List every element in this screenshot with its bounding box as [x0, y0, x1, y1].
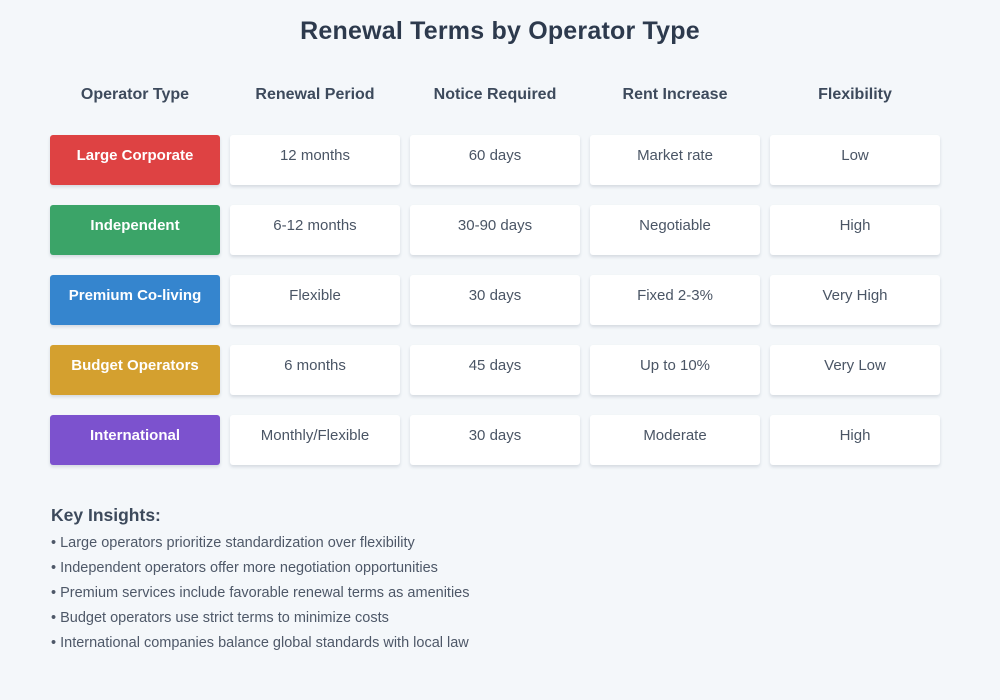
table-cell-rent-increase: Moderate: [590, 415, 760, 465]
table-cell-renewal-period: 12 months: [230, 135, 400, 185]
column-header-rent-increase: Rent Increase: [622, 86, 728, 103]
table-cell-notice-required: 30 days: [410, 275, 580, 325]
insight-item: • International companies balance global…: [51, 635, 469, 651]
table-header-row: Operator Type Renewal Period Notice Requ…: [50, 85, 940, 105]
table-cell-flexibility: Very High: [770, 275, 940, 325]
insight-item: • Premium services include favorable ren…: [51, 585, 470, 601]
column-header-flexibility: Flexibility: [818, 86, 892, 103]
table-cell-flexibility: Low: [770, 135, 940, 185]
table-cell-notice-required: 30 days: [410, 415, 580, 465]
table-cell-notice-required: 60 days: [410, 135, 580, 185]
operator-badge-large-corporate: Large Corporate: [50, 135, 220, 185]
table-cell-rent-increase: Market rate: [590, 135, 760, 185]
table-cell-renewal-period: 6-12 months: [230, 205, 400, 255]
table-cell-notice-required: 30-90 days: [410, 205, 580, 255]
column-header-notice-required: Notice Required: [433, 86, 557, 103]
insights-heading: Key Insights:: [51, 505, 161, 525]
table-cell-rent-increase: Fixed 2-3%: [590, 275, 760, 325]
table-cell-rent-increase: Up to 10%: [590, 345, 760, 395]
operator-badge-premium-co-living: Premium Co-living: [50, 275, 220, 325]
operator-badge-budget-operators: Budget Operators: [50, 345, 220, 395]
column-header-operator-type: Operator Type: [80, 86, 190, 103]
table-cell-renewal-period: 6 months: [230, 345, 400, 395]
insight-item: • Large operators prioritize standardiza…: [51, 535, 415, 551]
renewal-terms-table: Large Corporate 12 months 60 days Market…: [50, 135, 940, 465]
table-cell-flexibility: High: [770, 415, 940, 465]
operator-badge-independent: Independent: [50, 205, 220, 255]
table-cell-flexibility: Very Low: [770, 345, 940, 395]
insight-item: • Budget operators use strict terms to m…: [51, 610, 389, 626]
table-cell-renewal-period: Monthly/Flexible: [230, 415, 400, 465]
insight-item: • Independent operators offer more negot…: [51, 560, 438, 576]
key-insights-section: Key Insights: • Large operators prioriti…: [51, 504, 1000, 651]
page-title: Renewal Terms by Operator Type: [300, 17, 700, 45]
table-cell-renewal-period: Flexible: [230, 275, 400, 325]
table-cell-rent-increase: Negotiable: [590, 205, 760, 255]
table-cell-flexibility: High: [770, 205, 940, 255]
table-cell-notice-required: 45 days: [410, 345, 580, 395]
column-header-renewal-period: Renewal Period: [255, 86, 375, 103]
operator-badge-international: International: [50, 415, 220, 465]
